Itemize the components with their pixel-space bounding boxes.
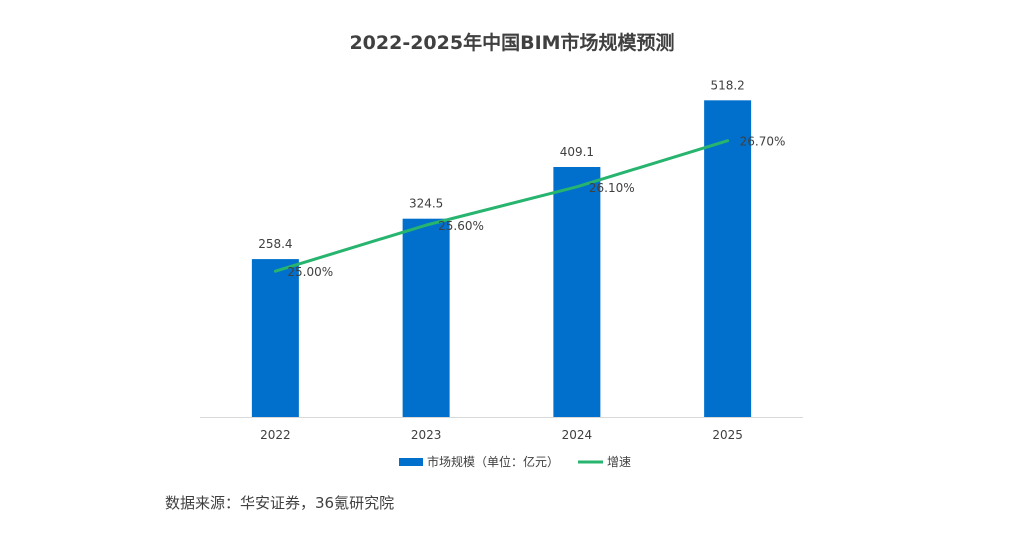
bar-2024: [553, 166, 601, 417]
growth-label-2025: 26.70%: [740, 135, 786, 149]
bar-label-2025: 518.2: [710, 78, 744, 92]
x-tick-label-2024: 2024: [562, 428, 593, 442]
growth-line: [273, 139, 730, 273]
legend-bar-label: 市场规模（单位：亿元）: [427, 454, 559, 469]
legend-bar-swatch: [399, 458, 423, 466]
bar-label-2022: 258.4: [258, 237, 292, 251]
bar-label-2023: 324.5: [409, 197, 443, 211]
growth-label-2024: 26.10%: [589, 181, 635, 195]
bar-2023: [402, 218, 450, 417]
bar-2022: [251, 259, 299, 417]
growth-label-2023: 25.60%: [438, 219, 484, 233]
bar-2025: [704, 100, 752, 418]
legend-line-label: 增速: [607, 455, 631, 469]
source-note: 数据来源：华安证券，36氪研究院: [165, 494, 395, 512]
x-tick-label-2023: 2023: [411, 428, 442, 442]
chart-title: 2022-2025年中国BIM市场规模预测: [349, 32, 675, 54]
bar-label-2024: 409.1: [560, 145, 594, 159]
x-tick-label-2022: 2022: [260, 428, 291, 442]
x-tick-label-2025: 2025: [712, 428, 743, 442]
growth-label-2022: 25.00%: [287, 265, 333, 279]
